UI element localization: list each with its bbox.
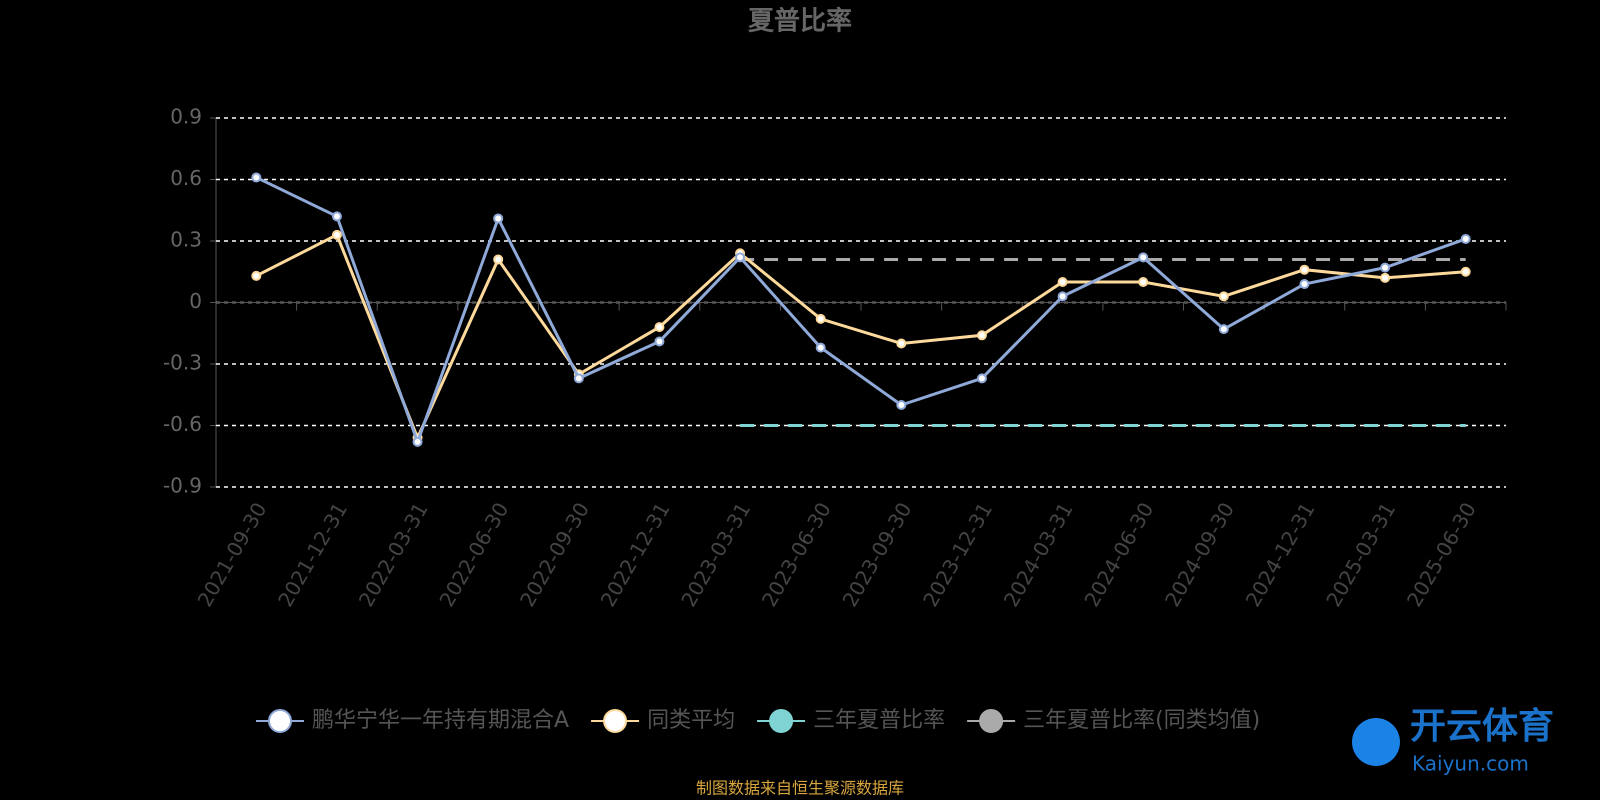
data-point [251,172,262,183]
x-tick-label: 2023-06-30 [757,498,836,611]
data-point [1057,291,1068,302]
chart-title: 夏普比率 [748,6,852,37]
series-line [255,232,1466,442]
y-tick-label: -0.3 [163,351,202,375]
y-tick-label: 0.6 [170,166,202,190]
data-point [1299,279,1310,290]
x-tick-label: 2023-09-30 [838,498,917,611]
legend-item: 三年夏普比率(同类均值) [967,708,1260,733]
data-point [735,252,746,263]
data-point [1138,277,1149,287]
x-tick-label: 2024-12-31 [1241,498,1320,611]
data-point [654,322,665,333]
legend-item: 同类平均 [591,708,735,733]
legend-label: 同类平均 [647,708,735,733]
data-point [1057,277,1068,287]
x-tick-label: 2022-12-31 [596,498,675,611]
legend-label: 三年夏普比率 [813,708,945,733]
x-tick-label: 2023-12-31 [918,498,997,611]
x-tick-label: 2021-12-31 [273,498,352,611]
legend-marker [979,709,1004,733]
data-point [412,436,423,447]
watermark: 开云体育 Kaiyun.com [1352,706,1554,776]
data-point [331,229,342,240]
y-tick-label: -0.9 [163,474,202,498]
legend-label: 鹏华宁华一年持有期混合A [312,708,569,733]
x-tick-label: 2022-06-30 [434,498,513,611]
data-point [331,211,342,222]
y-tick-label: 0 [189,289,202,313]
legend-label: 三年夏普比率(同类均值) [1023,708,1260,733]
series-line [255,176,1467,447]
data-point [815,342,826,353]
y-tick-label: 0.3 [170,228,202,252]
data-point [1380,262,1391,273]
source-note: 制图数据来自恒生聚源数据库 [696,779,904,798]
legend-marker [769,709,794,733]
data-point [976,373,987,384]
data-point [493,254,504,265]
data-point [1138,252,1149,263]
x-tick-label: 2024-03-31 [999,498,1078,611]
watermark-logo [1352,718,1400,766]
x-tick-label: 2021-09-30 [193,498,272,611]
data-point [654,336,665,347]
watermark-brand: 开云体育 [1410,706,1554,747]
x-tick-label: 2022-09-30 [515,498,594,611]
watermark-url: Kaiyun.com [1412,752,1529,776]
x-tick-label: 2022-03-31 [354,498,433,611]
data-point [251,270,262,281]
data-point [1460,266,1471,277]
x-tick-label: 2025-06-30 [1402,498,1481,611]
y-tick-label: 0.9 [170,105,202,129]
data-point [573,373,584,384]
legend-marker [268,709,292,733]
data-point [1218,291,1229,302]
x-tick-label: 2024-06-30 [1079,498,1158,611]
data-point [1380,272,1391,283]
data-point [896,338,907,349]
x-tick-label: 2023-03-31 [676,498,755,611]
data-point [1218,324,1229,335]
data-point [976,330,987,341]
x-tick-label: 2025-03-31 [1321,498,1400,611]
legend-item: 鹏华宁华一年持有期混合A [256,708,569,733]
data-point [1299,264,1310,275]
data-point [1460,233,1471,244]
data-point [896,400,907,410]
legend-item: 三年夏普比率 [757,708,945,733]
data-point [493,213,504,224]
x-tick-label: 2024-09-30 [1160,498,1239,611]
data-point [815,313,826,324]
legend-marker [603,709,628,733]
y-tick-label: -0.6 [163,412,202,436]
